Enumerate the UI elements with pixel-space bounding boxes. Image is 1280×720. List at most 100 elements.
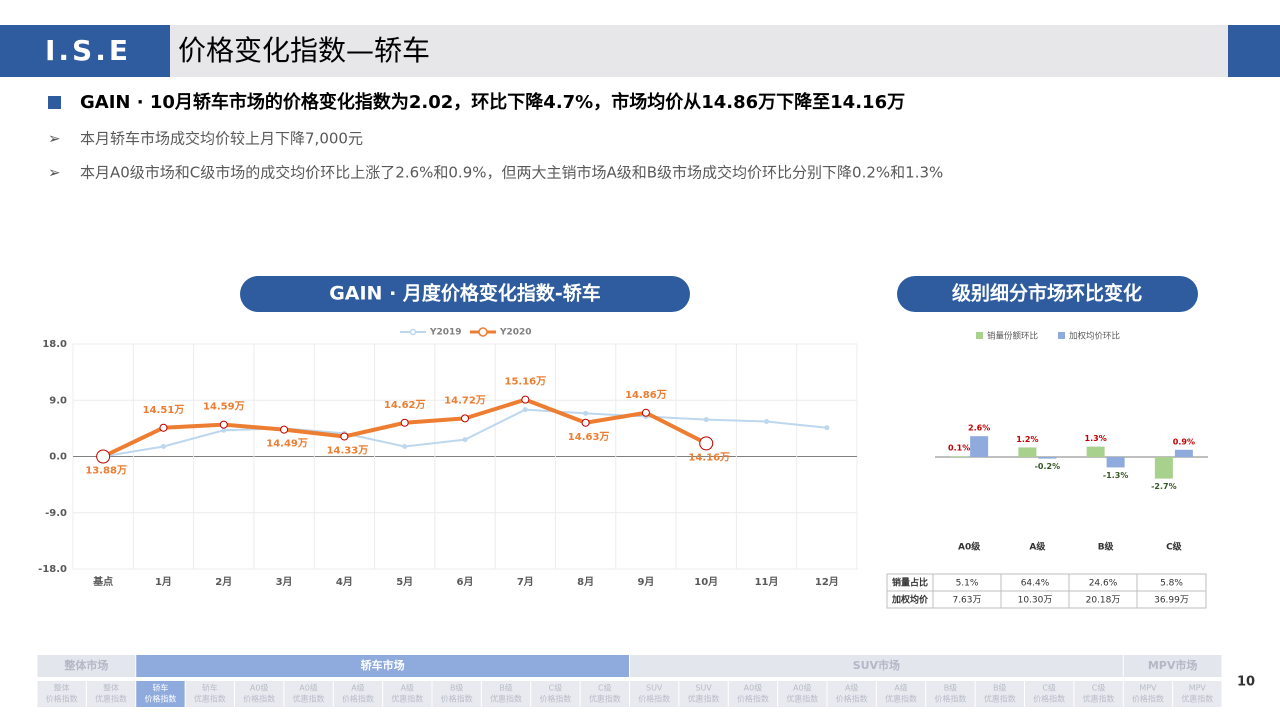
nav-item-label: A级 [894, 683, 907, 693]
legend-label: 销量份额环比 [987, 331, 1038, 342]
point [159, 423, 168, 432]
nav-section-label: MPV市场 [1148, 658, 1198, 672]
nav-item-label: A级 [351, 683, 364, 693]
nav-item-label: 价格指数 [638, 694, 670, 704]
nav-item-label: MPV [1189, 684, 1207, 693]
nav-item-label: A0级 [250, 683, 269, 693]
x-tick-label: 3月 [276, 576, 293, 588]
point [699, 436, 714, 451]
point [340, 432, 349, 441]
nav-item [86, 681, 136, 707]
nav-item [383, 681, 432, 707]
nav-item-label: C级 [1092, 683, 1106, 693]
x-tick-label: 9月 [637, 576, 654, 588]
nav-item [926, 681, 975, 707]
x-tick-label: B级 [1098, 541, 1115, 553]
nav-item [136, 681, 185, 707]
nav-item-label: C级 [1042, 683, 1056, 693]
nav-item-label: 优惠指数 [194, 694, 226, 704]
point-label: 14.49万 [266, 438, 308, 450]
point [400, 418, 409, 427]
point-label: 15.16万 [504, 376, 546, 388]
nav-item-label: 价格指数 [1033, 694, 1065, 704]
nav-item-label: B级 [499, 683, 513, 693]
arrow: ➢ [48, 164, 61, 182]
point-label: 14.62万 [384, 399, 426, 411]
bar-label: 1.3% [1085, 434, 1107, 443]
nav-item [37, 681, 86, 707]
legend-swatch [976, 332, 983, 339]
nav-item [1074, 681, 1123, 707]
point-label: 14.59万 [203, 401, 245, 413]
nav-item-label: 价格指数 [1132, 694, 1164, 704]
nav-item-label: 价格指数 [737, 694, 769, 704]
legend-marker [409, 328, 417, 336]
nav-item-label: 价格指数 [46, 694, 78, 704]
legend-label: Y2020 [499, 328, 532, 338]
nav-item [1025, 681, 1074, 707]
sub-bullet: 本月轿车市场成交均价较上月下降7,000元 [80, 130, 363, 148]
arrow: ➢ [48, 130, 61, 148]
nav-item [531, 681, 580, 707]
nav-item-label: 优惠指数 [95, 694, 127, 704]
bar-label: 0.9% [1173, 437, 1195, 446]
x-tick-label: 5月 [396, 576, 413, 588]
sub-bullet: 本月A0级市场和C级市场的成交均价环比上涨了2.6%和0.9%，但两大主销市场A… [80, 164, 943, 182]
table-text: 20.18万 [1086, 596, 1121, 606]
nav-item [481, 681, 531, 707]
point-label: 14.72万 [444, 394, 486, 406]
nav-item-label: 价格指数 [539, 694, 571, 704]
table-text: 7.63万 [952, 596, 981, 606]
bar [1174, 449, 1193, 457]
bar [1154, 457, 1173, 479]
bar [1086, 446, 1105, 457]
point [462, 437, 468, 443]
chart-title: GAIN · 月度价格变化指数-轿车 [329, 282, 601, 305]
nav-item-label: 优惠指数 [984, 694, 1016, 704]
logo-box [0, 25, 170, 77]
nav-item-label: 价格指数 [441, 694, 473, 704]
bar [1018, 447, 1037, 457]
x-tick-label: C级 [1166, 541, 1183, 553]
nav-item-label: A级 [401, 683, 414, 693]
nav-item-label: C级 [598, 683, 612, 693]
nav-item [630, 681, 679, 707]
nav-item-label: 价格指数 [934, 694, 966, 704]
x-tick-label: A0级 [958, 541, 981, 553]
nav-item-label: 整体 [54, 683, 70, 693]
nav-section-label: 整体市场 [63, 658, 108, 672]
point-label: 14.51万 [143, 404, 185, 416]
nav-item-label: 优惠指数 [391, 694, 423, 704]
table-text: 加权均价 [891, 594, 929, 606]
chart-title: 级别细分市场环比变化 [952, 282, 1142, 305]
y-tick-label: 0.0 [49, 452, 67, 463]
point [280, 425, 289, 434]
table-text: 销量占比 [892, 577, 928, 589]
table-text: 5.1% [956, 579, 979, 589]
nav-item-label: A0级 [744, 683, 763, 693]
bar-label: -0.2% [1035, 462, 1061, 471]
nav-section [630, 655, 1123, 677]
point [641, 408, 650, 417]
chart-title-pill [240, 276, 690, 312]
point [583, 410, 589, 416]
nav-item-label: B级 [944, 683, 958, 693]
logo: I.S.E [45, 34, 131, 67]
nav-item [975, 681, 1024, 707]
bar [1038, 457, 1057, 459]
x-tick-label: 基点 [92, 575, 113, 588]
nav-item [185, 681, 234, 707]
point [160, 444, 166, 449]
page-number: 10 [1237, 675, 1255, 690]
nav-item [432, 681, 481, 707]
point-label: 14.33万 [327, 445, 369, 457]
point [824, 425, 830, 431]
point [219, 420, 228, 429]
nav-item [580, 681, 629, 707]
nav-item-label: SUV [695, 684, 712, 693]
table-text: 64.4% [1021, 579, 1050, 589]
nav-item-label: 优惠指数 [1083, 694, 1115, 704]
x-tick-label: 2月 [215, 576, 232, 588]
legend-label: Y2019 [429, 328, 462, 338]
nav-item-label: 优惠指数 [589, 694, 621, 704]
